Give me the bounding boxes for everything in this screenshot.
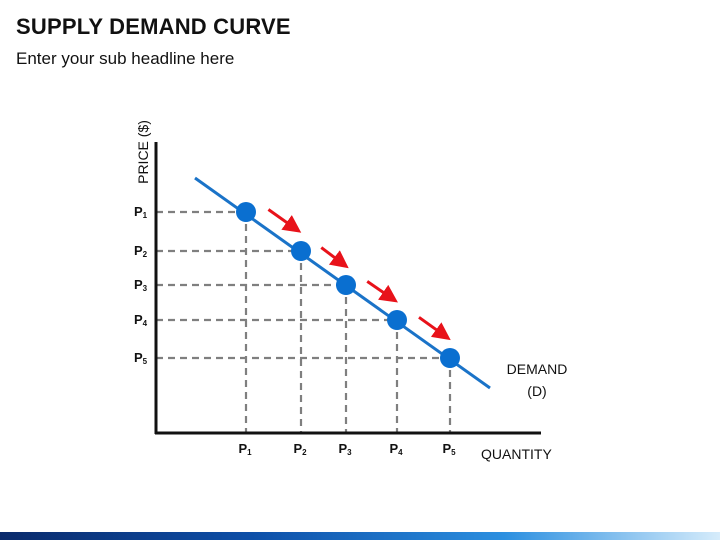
movement-arrows [267,208,451,341]
price-label-5: P5 [134,350,148,366]
demand-label-symbol: (D) [527,383,546,399]
movement-arrow-3 [366,280,398,303]
slide-subtitle: Enter your sub headline here [16,49,235,68]
price-label-4: P4 [134,312,148,328]
quantity-tick-labels: P1 P2 P3 P4 P5 [238,441,456,457]
x-axis-label: QUANTITY [481,446,552,462]
price-label-2: P2 [134,243,148,259]
price-label-1: P1 [134,204,148,220]
curve-point-5 [440,348,460,368]
movement-arrow-1 [267,208,302,233]
quantity-label-3: P3 [338,441,352,457]
curve-point-4 [387,310,407,330]
movement-arrow-4 [418,316,451,341]
quantity-label-2: P2 [293,441,307,457]
demand-label: DEMAND [507,361,568,377]
price-tick-labels: P1 P2 P3 P4 P5 [134,204,148,366]
quantity-label-5: P5 [442,441,456,457]
quantity-label-1: P1 [238,441,252,457]
movement-arrow-2 [320,246,349,269]
curve-points [236,202,460,368]
footer-accent-bar [0,532,720,540]
curve-point-3 [336,275,356,295]
quantity-label-4: P4 [389,441,403,457]
guide-lines [156,210,452,433]
curve-point-1 [236,202,256,222]
curve-point-2 [291,241,311,261]
price-label-3: P3 [134,277,148,293]
slide-title: SUPPLY DEMAND CURVE [16,14,291,39]
y-axis-label: PRICE ($) [135,120,151,184]
